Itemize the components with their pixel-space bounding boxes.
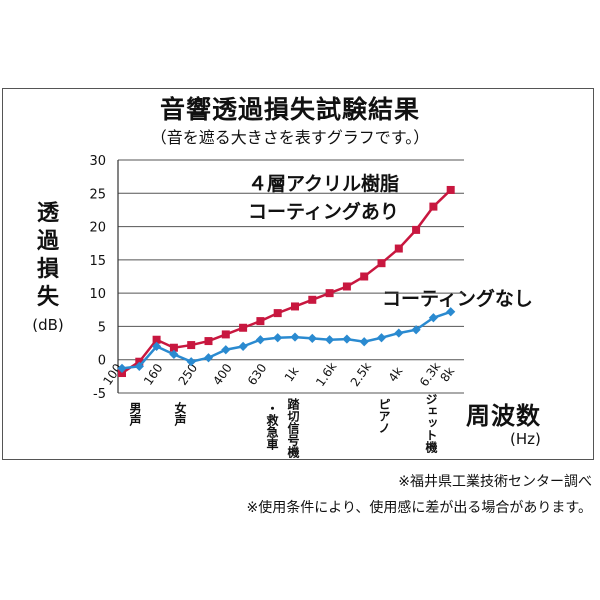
- blue-series-point: [134, 361, 144, 371]
- y-axis-label-char: 損: [36, 257, 59, 282]
- source-note: ※福井県工業技術センター調べ: [398, 474, 592, 490]
- blue-series-point: [307, 333, 317, 344]
- y-tick-label: 15: [89, 254, 106, 269]
- red-series-point: [169, 343, 178, 352]
- usage-note: ※使用条件により、使用感に差が出る場合があります。: [246, 500, 593, 516]
- chart-title: 音響透過損失試験結果: [159, 95, 420, 124]
- x-tick-label: 4k: [386, 364, 406, 384]
- blue-series-point: [152, 341, 162, 351]
- red-series-point: [204, 337, 213, 346]
- sound-example-jet: ジェット機: [424, 393, 438, 453]
- red-series-point: [118, 369, 126, 378]
- red-series-point: [412, 225, 421, 234]
- y-tick-label: 10: [89, 287, 106, 302]
- x-tick-label: 2.5k: [348, 360, 374, 389]
- red-series-point: [135, 357, 144, 366]
- red-series-point: [308, 295, 317, 304]
- red-series-point: [325, 289, 334, 298]
- sound-example-female-voice: 女声: [173, 402, 187, 426]
- red-series-point: [187, 341, 196, 350]
- x-tick-label: 250: [176, 361, 201, 388]
- red-series-point: [446, 185, 455, 194]
- y-axis-label-char: 透: [36, 201, 59, 226]
- red-series-callout-line: ４層アクリル樹脂: [248, 173, 400, 195]
- red-series-callout: ４層アクリル樹脂 コーティングあり: [248, 170, 399, 226]
- sound-example-piano: ピアノ: [377, 398, 391, 434]
- blue-series-point: [238, 341, 248, 351]
- red-series-point: [394, 244, 403, 253]
- red-series-point: [221, 330, 230, 339]
- blue-series-point: [411, 325, 421, 335]
- blue-series-point: [221, 345, 231, 355]
- blue-series-point: [359, 337, 369, 347]
- x-axis-unit: (Hz): [510, 430, 541, 448]
- y-axis-label-char: 失: [36, 285, 59, 310]
- x-tick-label: 1k: [282, 364, 302, 384]
- red-series-point: [239, 323, 248, 332]
- x-axis-label: 周波数: [466, 402, 541, 430]
- red-series-point: [152, 335, 161, 344]
- red-series-callout-line: コーティングあり: [248, 201, 399, 223]
- red-series-point: [429, 202, 438, 211]
- y-tick-label: 0: [98, 354, 106, 369]
- chart-frame: [2, 88, 594, 460]
- sound-example-male-voice: 男声: [128, 402, 142, 426]
- blue-series-point: [117, 363, 127, 373]
- y-tick-label: 5: [98, 320, 106, 335]
- sound-example-railroad-crossing: 踏切信号機: [286, 398, 300, 458]
- blue-series-point: [446, 307, 456, 317]
- y-tick-label: 30: [89, 154, 106, 169]
- red-series-point: [256, 317, 265, 326]
- blue-series-point: [169, 349, 179, 359]
- red-series-point: [377, 259, 386, 268]
- sound-example-ambulance: ・救急車: [265, 402, 279, 450]
- y-axis-label-char: 過: [36, 229, 59, 254]
- red-series-point: [342, 282, 351, 291]
- blue-series-point: [255, 335, 265, 345]
- y-tick-label: 20: [89, 221, 106, 236]
- x-tick-label: 160: [141, 361, 166, 388]
- red-series-point: [291, 302, 299, 311]
- blue-series-point: [394, 328, 404, 338]
- y-tick-label: -5: [93, 387, 106, 402]
- x-tick-label: 400: [210, 361, 235, 388]
- blue-series-point: [376, 333, 387, 343]
- chart-subtitle: （音を遮る大きさを表すグラフです。）: [150, 128, 430, 147]
- x-tick-label: 1.6k: [313, 360, 339, 389]
- blue-series-point: [273, 333, 283, 343]
- blue-series-point: [290, 332, 300, 342]
- y-tick-label: 25: [89, 187, 106, 202]
- x-tick-label: 8k: [438, 364, 458, 384]
- x-tick-label: 630: [245, 361, 270, 388]
- y-axis-label: 透 過 損 失: [28, 200, 68, 312]
- blue-series-point: [186, 357, 196, 367]
- y-axis-unit: (dB): [32, 316, 64, 334]
- red-series-point: [360, 272, 369, 281]
- blue-series-point: [428, 313, 438, 323]
- blue-series-point: [203, 353, 214, 363]
- red-series-point: [273, 309, 282, 318]
- blue-series-point: [325, 335, 335, 345]
- blue-series-point: [342, 334, 352, 344]
